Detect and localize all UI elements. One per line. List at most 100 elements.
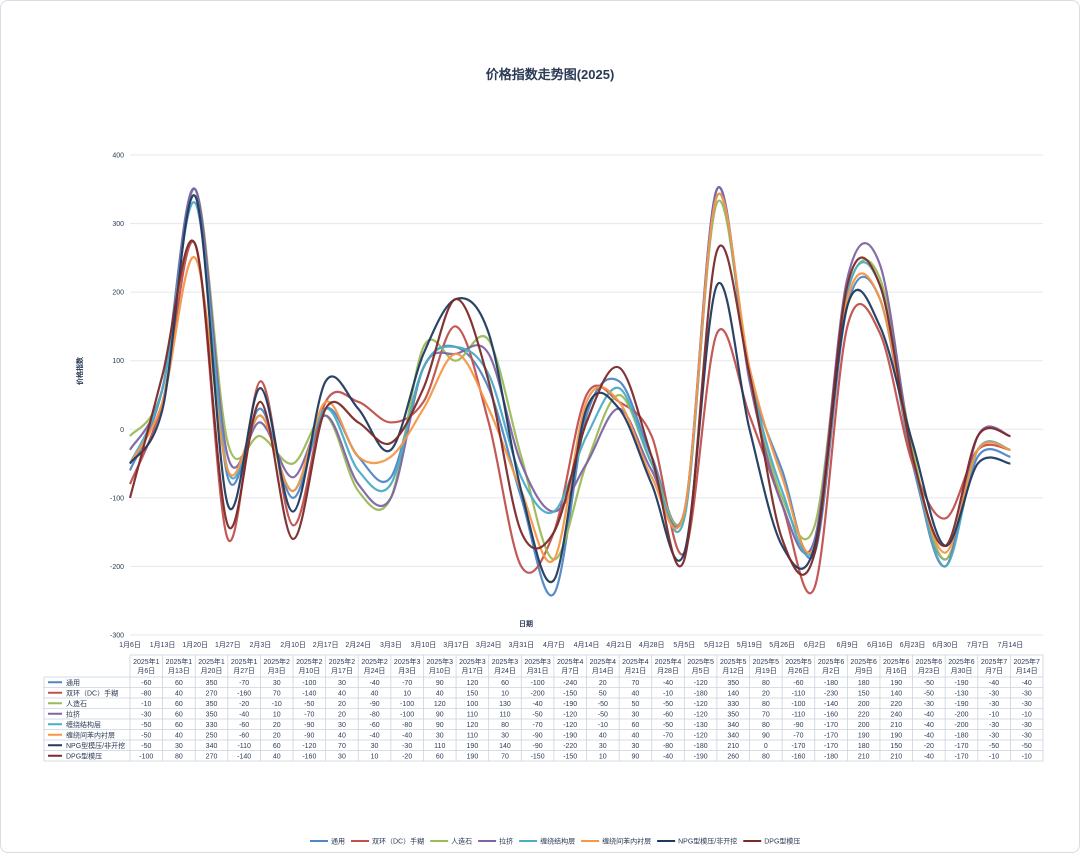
table-cell: 10 <box>403 690 411 697</box>
table-cell: -110 <box>792 711 806 718</box>
table-cell: -60 <box>239 722 249 729</box>
table-cell: -200 <box>954 711 968 718</box>
table-cell: -30 <box>924 701 934 708</box>
series-line <box>128 185 1011 597</box>
x-tick-label: 6月16日 <box>867 641 893 649</box>
grid-lines <box>130 154 1043 636</box>
table-cell: -150 <box>563 690 577 697</box>
legend-entry: 双环（DC）手糊 <box>372 837 424 846</box>
series-line <box>128 239 1011 576</box>
table-cell: 250 <box>206 732 218 739</box>
table-cell: 30 <box>175 743 183 750</box>
legend-entry: NPG型模压/非开挖 <box>678 837 737 846</box>
table-cell: -10 <box>989 753 999 760</box>
table-header-cell: 2025年1 <box>166 657 193 666</box>
table-header-cell: 2025年3 <box>492 657 519 666</box>
table-cell: 60 <box>175 711 183 718</box>
table-cell: 90 <box>632 753 640 760</box>
table-cell: 130 <box>499 701 511 708</box>
table-cell: -50 <box>663 722 673 729</box>
table-header-cell: 2025年2 <box>296 657 323 666</box>
table-cell: -190 <box>563 732 577 739</box>
table-header-cell: 月16日 <box>885 667 907 675</box>
x-tick-label: 3月24日 <box>476 641 502 649</box>
table-cell: -70 <box>533 722 543 729</box>
table-cell: 90 <box>436 722 444 729</box>
table-cell: 90 <box>436 711 444 718</box>
table-cell: 20 <box>338 711 346 718</box>
table-row-label: 缠绕间苯内衬层 <box>66 730 115 739</box>
x-tick-label: 3月17日 <box>443 641 469 649</box>
table-cell: 60 <box>436 753 444 760</box>
table-cell: 90 <box>436 680 444 687</box>
table-cell: 80 <box>762 701 770 708</box>
table-cell: -40 <box>663 680 673 687</box>
table-cell: -180 <box>824 753 838 760</box>
table-cell: 40 <box>599 732 607 739</box>
table-header-cell: 月21日 <box>625 667 647 675</box>
table-cell: 180 <box>858 743 870 750</box>
table-cell: -50 <box>304 701 314 708</box>
table-cell: -120 <box>694 680 708 687</box>
table-cell: -240 <box>563 680 577 687</box>
table-cell: 70 <box>273 690 281 697</box>
table-cell: 40 <box>338 732 346 739</box>
series-line <box>129 186 1011 568</box>
table-cell: 140 <box>727 690 739 697</box>
table-header-cell: 月2日 <box>822 667 840 675</box>
y-tick-label: 400 <box>112 153 124 160</box>
table-cell: -10 <box>141 701 151 708</box>
y-tick-label: 300 <box>112 221 124 228</box>
x-tick-label: 7月14日 <box>998 641 1024 649</box>
table-cell: -10 <box>598 722 608 729</box>
table-cell: -100 <box>400 711 414 718</box>
table-cell: 350 <box>206 680 218 687</box>
table-cell: 0 <box>764 743 768 750</box>
table-cell: -60 <box>793 680 803 687</box>
table-row-label: DPG型模压 <box>66 751 102 760</box>
table-cell: -80 <box>141 690 151 697</box>
table-header-cell: 月17日 <box>461 667 483 675</box>
x-tick-label: 1月6日 <box>119 641 141 649</box>
table-cell: -10 <box>1022 753 1032 760</box>
table-cell: 20 <box>599 680 607 687</box>
table-row-label: NPG型模压/非开挖 <box>66 741 125 750</box>
table-header-cell: 2025年1 <box>198 657 225 666</box>
x-axis-ticks: 1月6日 1月13日 1月20日 1月27日 2月3日 2月10日 2月17日 2月24日 3月… <box>119 641 1023 649</box>
table-header-cell: 月27日 <box>233 667 255 675</box>
table-header-cell: 2025年3 <box>524 657 551 666</box>
table-cell: -40 <box>924 711 934 718</box>
y-tick-label: -300 <box>110 633 124 640</box>
table-cell: 330 <box>727 701 739 708</box>
table-cell: 40 <box>632 690 640 697</box>
table-cell: -60 <box>663 711 673 718</box>
x-tick-label: 3月3日 <box>380 641 402 649</box>
table-cell: 30 <box>436 732 444 739</box>
table-cell: 140 <box>890 690 902 697</box>
table-cell: 210 <box>890 753 902 760</box>
table-cell: -160 <box>791 753 805 760</box>
table-row-label: 人造石 <box>66 699 87 708</box>
table-cell: -50 <box>924 680 934 687</box>
table-cell: -180 <box>954 732 968 739</box>
table-cell: -150 <box>563 753 577 760</box>
table-header-cell: 2025年6 <box>883 657 910 666</box>
table-cell: -80 <box>663 743 673 750</box>
table-cell: -70 <box>663 732 673 739</box>
table-cell: -160 <box>824 711 838 718</box>
x-tick-label: 1月20日 <box>182 641 208 649</box>
table-cell: -190 <box>954 701 968 708</box>
table-cell: -20 <box>402 753 412 760</box>
table-cell: 220 <box>858 711 870 718</box>
y-tick-label: 200 <box>112 290 124 297</box>
table-header-cell: 2025年3 <box>394 657 421 666</box>
y-tick-label: -100 <box>110 495 124 502</box>
table-cell: 30 <box>338 680 346 687</box>
table-cell: -120 <box>694 701 708 708</box>
table-row-label: 双环（DC）手糊 <box>66 688 118 697</box>
x-tick-label: 5月19日 <box>737 641 763 649</box>
x-tick-label: 2月24日 <box>345 641 371 649</box>
table-cell: 50 <box>599 690 607 697</box>
